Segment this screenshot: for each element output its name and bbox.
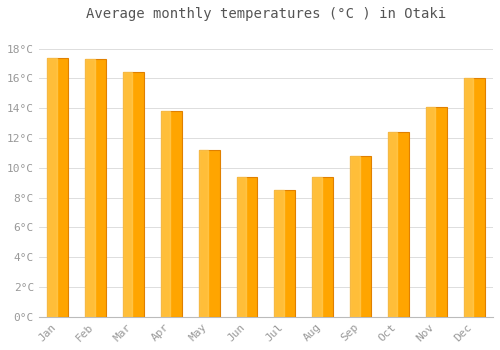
Bar	[123, 72, 144, 317]
Bar	[236, 177, 246, 317]
Bar	[350, 156, 360, 317]
Bar	[48, 57, 68, 317]
Bar	[161, 111, 170, 317]
Bar	[198, 150, 208, 317]
Bar	[388, 132, 398, 317]
Bar	[161, 111, 182, 317]
Bar	[85, 59, 94, 317]
Bar	[236, 177, 258, 317]
Bar	[123, 72, 132, 317]
Bar	[312, 177, 333, 317]
Bar	[464, 78, 473, 317]
Bar	[198, 150, 220, 317]
Bar	[464, 78, 484, 317]
Bar	[274, 190, 284, 317]
Bar	[388, 132, 409, 317]
Bar	[426, 107, 435, 317]
Bar	[312, 177, 322, 317]
Bar	[426, 107, 446, 317]
Bar	[274, 190, 295, 317]
Bar	[350, 156, 371, 317]
Title: Average monthly temperatures (°C ) in Otaki: Average monthly temperatures (°C ) in Ot…	[86, 7, 446, 21]
Bar	[48, 57, 56, 317]
Bar	[85, 59, 106, 317]
